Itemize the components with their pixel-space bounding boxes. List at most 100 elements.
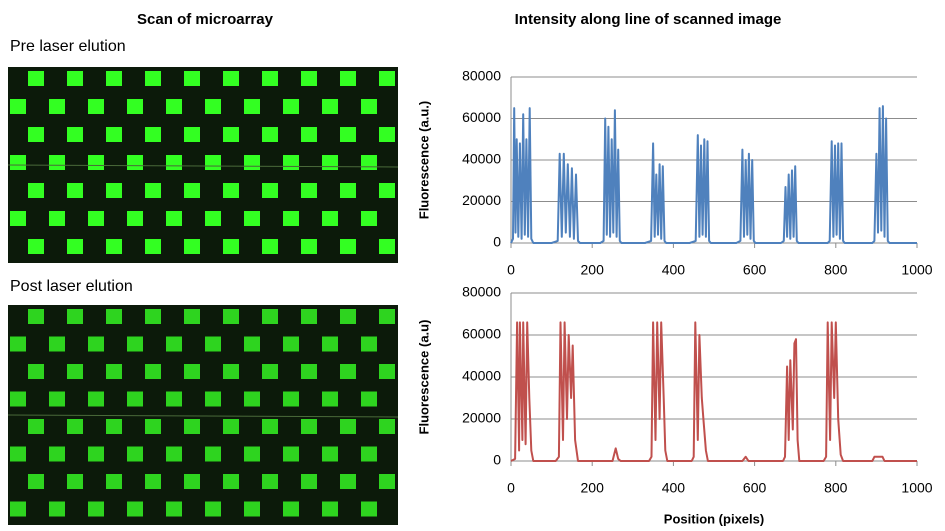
x-tick-label: 400 [662,262,686,278]
x-tick-label: 800 [824,480,848,496]
scan-images [8,67,398,525]
spot [106,309,122,324]
spot [205,392,221,407]
spot [28,71,44,86]
spot [166,211,182,226]
spot [244,155,260,170]
spot [301,309,317,324]
spot [379,183,395,198]
spot [244,447,260,462]
spot [106,183,122,198]
y-axis-label: Fluorescence (a.u.) [416,101,431,219]
spot [379,127,395,142]
spot [262,71,278,86]
spot [28,127,44,142]
spot [361,502,377,517]
spot [49,211,65,226]
spot [184,419,200,434]
spot [184,183,200,198]
spot [262,419,278,434]
spot [322,392,338,407]
spot [205,502,221,517]
spot [145,474,161,489]
spot [49,447,65,462]
spot [67,71,83,86]
spot [67,474,83,489]
spot [10,502,26,517]
spot [262,364,278,379]
y-tick-label: 40000 [462,368,501,384]
spot [205,447,221,462]
spot [361,337,377,352]
spot [340,474,356,489]
spot [127,392,143,407]
x-tick-label: 1000 [901,262,932,278]
spot [301,127,317,142]
spot [223,71,239,86]
spot [88,392,104,407]
spot [223,127,239,142]
pre-label: Pre laser elution [10,38,126,55]
y-tick-label: 40000 [462,151,501,167]
spot [379,364,395,379]
spot [49,155,65,170]
spot [67,127,83,142]
spot [262,127,278,142]
spot [106,419,122,434]
spot [322,337,338,352]
spot [340,239,356,254]
spot [379,309,395,324]
spot [10,99,26,114]
spot [28,474,44,489]
spot [244,502,260,517]
spot [67,239,83,254]
data-line [511,106,917,243]
spot [184,239,200,254]
spot [67,309,83,324]
spot [379,71,395,86]
spot [10,447,26,462]
spot [67,364,83,379]
chart-title: Intensity along line of scanned image [515,11,782,28]
spot [127,502,143,517]
x-tick-label: 1000 [901,480,932,496]
spot [361,211,377,226]
spot [106,474,122,489]
spot [28,309,44,324]
spot [223,239,239,254]
spot [88,337,104,352]
spot [262,474,278,489]
spot [127,337,143,352]
spot [184,474,200,489]
spot [379,474,395,489]
spot [49,99,65,114]
spot [145,127,161,142]
spot [361,99,377,114]
spot [28,183,44,198]
spot [127,447,143,462]
spot [106,71,122,86]
spot [28,364,44,379]
spot [301,419,317,434]
spot [361,447,377,462]
y-tick-label: 0 [493,234,501,250]
spot [340,364,356,379]
spot [88,99,104,114]
spot [301,239,317,254]
spot [340,419,356,434]
scan-title: Scan of microarray [137,11,274,28]
spot [244,211,260,226]
spot [145,309,161,324]
spot [262,183,278,198]
spot [145,71,161,86]
spot [322,447,338,462]
spot [244,392,260,407]
spot [223,183,239,198]
spot [283,211,299,226]
spot [184,71,200,86]
x-tick-label: 600 [743,262,767,278]
spot [205,211,221,226]
spot [223,419,239,434]
y-tick-label: 0 [493,452,501,468]
spot [223,309,239,324]
